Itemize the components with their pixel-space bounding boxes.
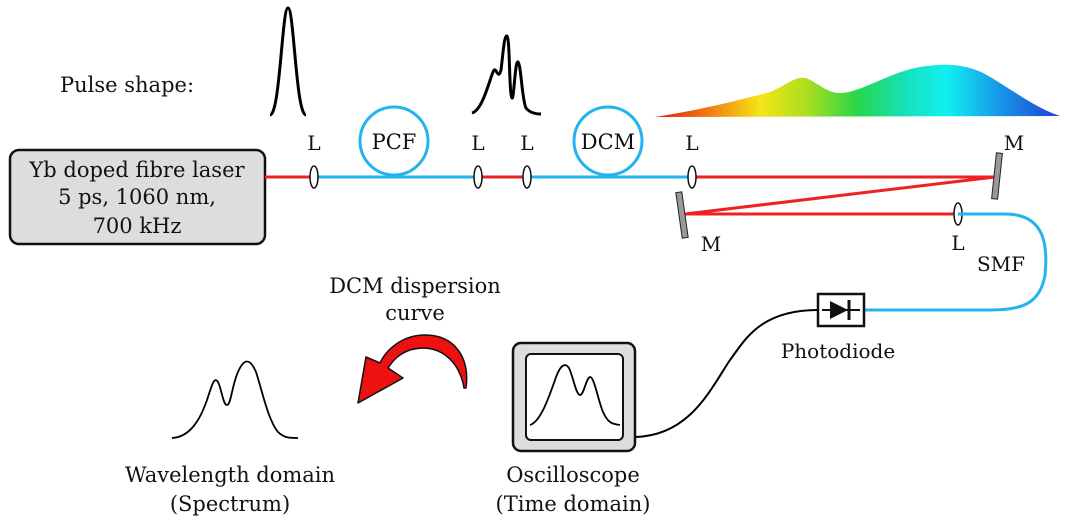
lens-5: L [951,202,965,255]
oscilloscope: Oscilloscope (Time domain) [496,341,651,516]
laser-spec-line: 5 ps, 1060 nm, [58,185,216,209]
mirror-2: M [675,191,721,256]
dcm-coil [572,105,644,177]
pcf-coil [358,105,430,177]
lens-label: L [685,131,698,155]
spectrum-shape [171,360,299,439]
oscilloscope-screen [525,353,624,441]
lens-4: L [685,131,699,189]
laser-source: Yb doped fibre laser 5 ps, 1060 nm, 700 … [8,148,267,246]
broadened-spectrum-shape [655,64,1060,117]
mirror-1: M [991,131,1024,200]
oscilloscope-subtitle: (Time domain) [496,492,651,516]
diode-icon [830,301,848,319]
smf-label: SMF [977,252,1025,276]
mirror-icon [675,191,689,239]
lens-label: L [520,131,533,155]
lens-icon [473,165,483,189]
photodiode-label: Photodiode [781,339,895,363]
lens-icon [522,165,532,189]
time-domain-trace [529,364,621,426]
wavelength-title: Wavelength domain [125,463,335,487]
lens-label: L [951,231,964,255]
signal-cable [635,309,819,438]
laser-rep-rate: 700 kHz [93,214,182,238]
transform-arrow-icon [357,334,468,404]
pulse-shape-label: Pulse shape: [60,73,194,97]
dcm-dispersion-label-2: curve [385,301,445,325]
laser-box [8,148,267,246]
photodiode: Photodiode [781,292,895,363]
lens-label: L [307,131,320,155]
lens-2: L [471,131,485,189]
laser-title: Yb doped fibre laser [28,158,245,182]
pcf-label: PCF [372,130,417,154]
mirror-icon [991,152,1003,200]
dcm-label: DCM [581,130,635,154]
lens-1: L [307,131,321,189]
wavelength-subtitle: (Spectrum) [170,492,290,516]
smf-fibre [864,212,1048,312]
mirror-label: M [1004,131,1024,155]
free-space-beam [684,175,996,216]
dcm-dispersion-label: DCM dispersion [329,274,501,298]
pcf-output-pulse-shape [471,34,542,116]
lens-label: L [471,131,484,155]
mirror-label: M [701,232,721,256]
oscilloscope-title: Oscilloscope [506,463,640,487]
input-pulse-shape [268,6,308,117]
lens-icon [687,165,697,189]
lens-icon [309,165,319,189]
lens-3: L [520,131,534,189]
